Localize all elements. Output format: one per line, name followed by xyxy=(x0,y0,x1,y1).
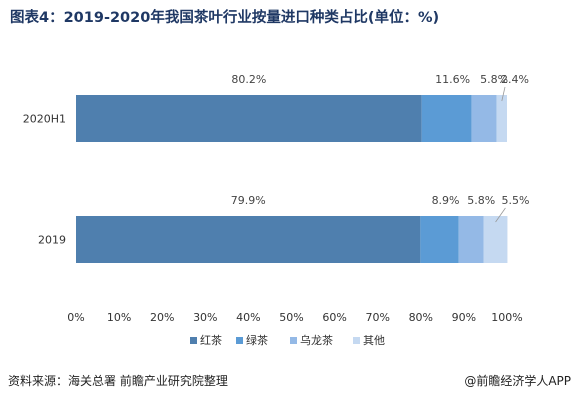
bar-1-3 xyxy=(483,216,508,263)
legend-swatch-3 xyxy=(353,337,360,344)
x-tick-label-4: 40% xyxy=(236,311,260,324)
category-label-0: 2020H1 xyxy=(23,113,66,126)
data-label-1-0: 79.9% xyxy=(231,194,266,207)
data-label-0-0: 80.2% xyxy=(231,73,266,86)
source-note: 资料来源：海关总署 前瞻产业研究院整理 xyxy=(8,374,228,388)
x-tick-label-3: 30% xyxy=(193,311,217,324)
legend-label-3: 其他 xyxy=(363,334,385,347)
x-tick-label-10: 100% xyxy=(491,311,522,324)
legend-swatch-2 xyxy=(290,337,297,344)
data-label-1-3: 5.5% xyxy=(501,194,529,207)
chart-title: 图表4：2019-2020年我国茶叶行业按量进口种类占比(单位：%) xyxy=(10,10,440,26)
credit-note: @前瞻经济学人APP xyxy=(464,374,571,388)
data-label-1-1: 8.9% xyxy=(432,194,460,207)
bar-1-2 xyxy=(458,216,484,263)
leader-line-0 xyxy=(501,86,506,102)
x-tick-label-2: 20% xyxy=(150,311,174,324)
legend-label-0: 红茶 xyxy=(200,334,222,347)
x-tick-label-5: 50% xyxy=(279,311,303,324)
x-tick-label-9: 90% xyxy=(452,311,476,324)
x-tick-label-1: 10% xyxy=(107,311,131,324)
legend-label-1: 绿茶 xyxy=(246,333,268,347)
bar-0-3 xyxy=(496,95,507,142)
category-label-1: 2019 xyxy=(38,234,66,247)
legend-swatch-0 xyxy=(190,337,197,344)
bar-0-1 xyxy=(421,95,472,142)
legend-label-2: 乌龙茶 xyxy=(300,333,333,347)
legend-swatch-1 xyxy=(236,337,243,344)
x-tick-label-7: 70% xyxy=(365,311,389,324)
bar-1-0 xyxy=(76,216,421,263)
x-tick-label-8: 80% xyxy=(409,311,433,324)
data-label-1-2: 5.8% xyxy=(467,194,495,207)
bar-1-1 xyxy=(420,216,459,263)
data-label-0-1: 11.6% xyxy=(435,73,470,86)
data-label-0-2: 5.8% xyxy=(480,73,508,86)
data-label-0-3: 2.4% xyxy=(501,73,529,86)
bar-0-2 xyxy=(471,95,497,142)
x-tick-label-6: 60% xyxy=(322,311,346,324)
x-tick-label-0: 0% xyxy=(67,311,84,324)
bar-0-0 xyxy=(76,95,422,142)
leader-line-1 xyxy=(495,207,506,223)
